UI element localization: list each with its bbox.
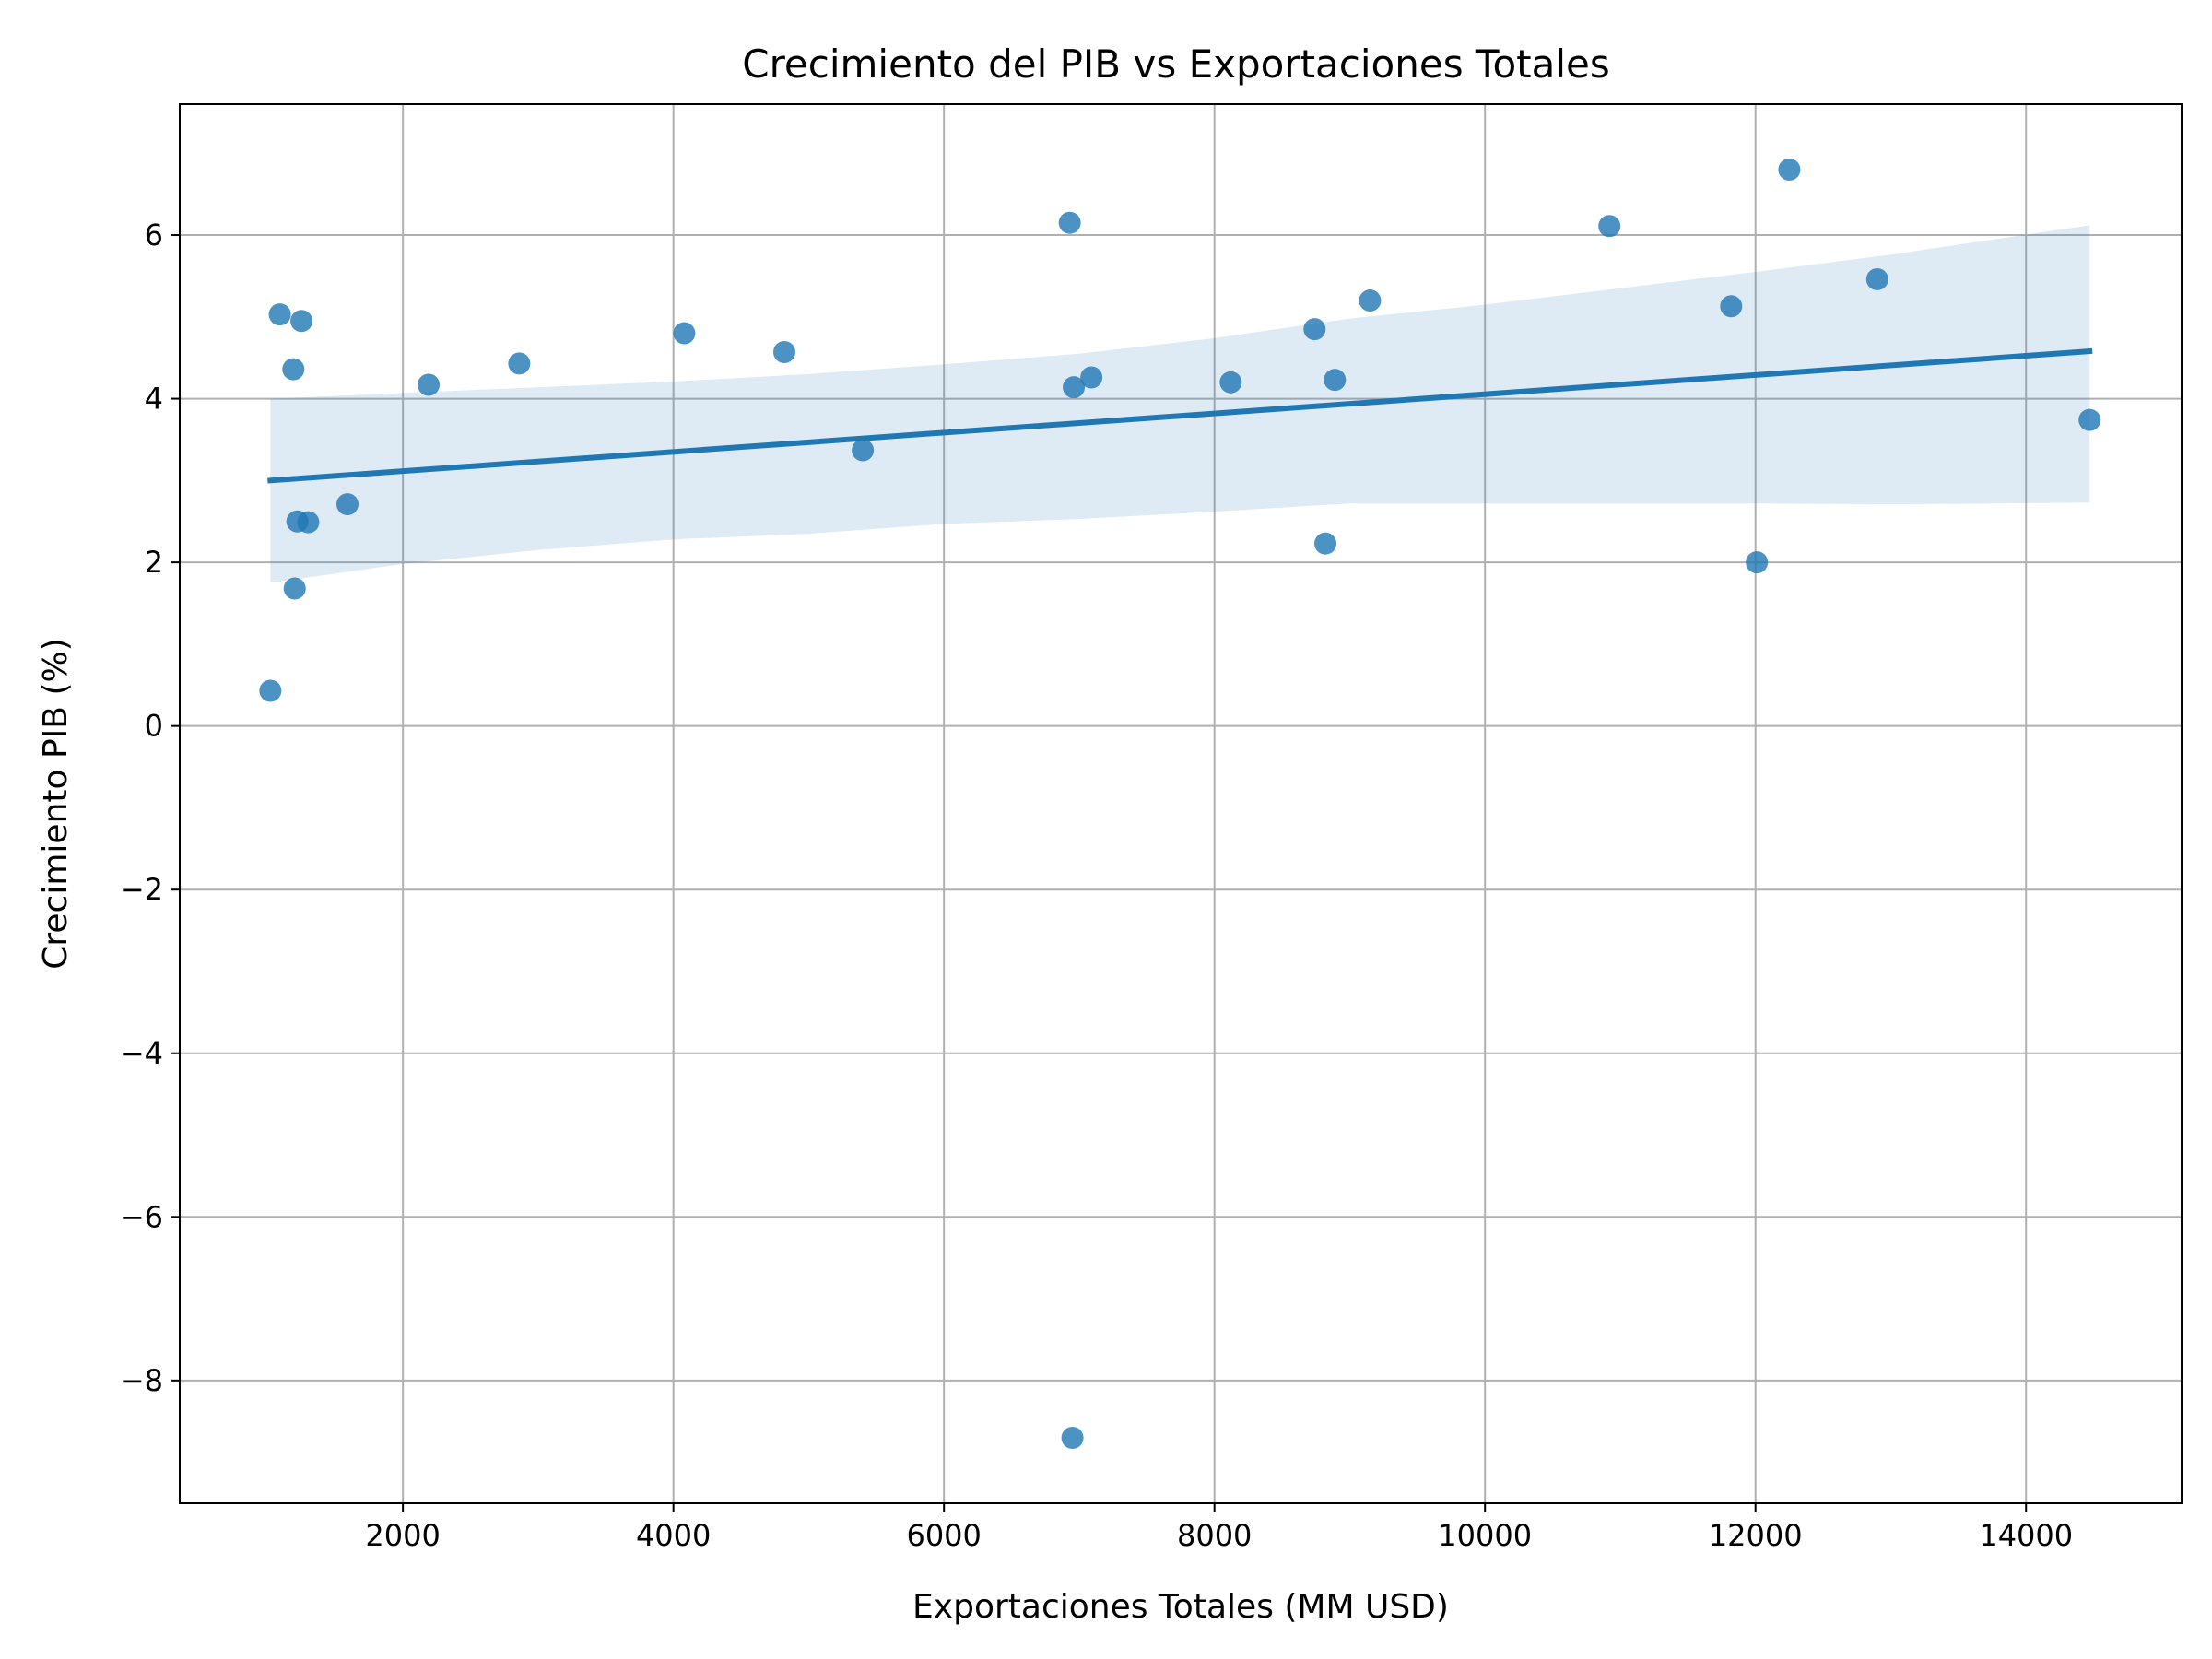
data-point-2 [282, 358, 305, 381]
data-point-19 [1314, 532, 1337, 555]
x-tick-label-2: 6000 [906, 1518, 981, 1553]
plot-area-frame [179, 103, 2183, 1504]
data-point-6 [297, 511, 320, 534]
y-axis-ticks: −8 −6 −4 −2 0 2 4 6 [120, 218, 180, 1398]
data-point-23 [1720, 295, 1743, 318]
data-point-17 [1219, 371, 1242, 394]
data-point-24 [1746, 551, 1769, 574]
confidence-band-layer [270, 225, 2090, 583]
y-tick-label-5: 2 [145, 545, 163, 580]
y-tick-label-0: −8 [120, 1363, 163, 1398]
data-point-20 [1324, 369, 1347, 392]
data-point-18 [1303, 318, 1326, 341]
data-point-14 [1061, 1426, 1084, 1449]
data-point-26 [1865, 267, 1888, 290]
x-axis-label: Exportaciones Totales (MM USD) [912, 1588, 1449, 1626]
x-tick-label-1: 4000 [636, 1518, 711, 1553]
data-point-27 [2078, 408, 2101, 431]
data-point-22 [1598, 215, 1621, 238]
y-tick-label-4: 0 [145, 709, 163, 744]
data-point-3 [283, 577, 306, 600]
data-point-12 [852, 439, 875, 462]
data-point-21 [1359, 289, 1382, 312]
data-point-7 [335, 493, 359, 516]
chart-title: Crecimiento del PIB vs Exportaciones Tot… [742, 41, 1610, 87]
data-point-10 [673, 322, 696, 345]
data-point-25 [1778, 159, 1801, 182]
data-point-13 [1058, 211, 1081, 234]
regression-line-layer [267, 347, 2093, 484]
data-point-9 [508, 352, 531, 375]
data-point-16 [1080, 366, 1103, 389]
x-tick-label-0: 2000 [365, 1518, 440, 1553]
x-tick-label-4: 10000 [1438, 1518, 1532, 1553]
data-point-8 [418, 373, 441, 396]
y-axis-label: Crecimiento PIB (%) [37, 638, 75, 969]
data-point-1 [268, 303, 291, 326]
data-point-0 [259, 679, 282, 702]
x-tick-label-6: 14000 [1979, 1518, 2073, 1553]
data-point-5 [290, 310, 313, 333]
x-tick-label-5: 12000 [1709, 1518, 1803, 1553]
data-point-11 [773, 340, 796, 363]
grid-lines [180, 104, 2182, 1503]
y-tick-label-7: 6 [145, 218, 163, 253]
y-tick-label-1: −6 [120, 1199, 163, 1234]
y-tick-label-6: 4 [145, 382, 163, 417]
confidence-band [270, 225, 2090, 583]
x-tick-label-3: 8000 [1177, 1518, 1252, 1553]
x-axis-ticks: 2000 4000 6000 8000 10000 12000 14000 [365, 1503, 2073, 1553]
regression-line [267, 347, 2093, 484]
y-tick-label-3: −2 [120, 872, 163, 907]
data-points [259, 159, 2101, 1449]
data-point-15 [1063, 376, 1086, 399]
y-tick-label-2: −4 [120, 1036, 163, 1071]
